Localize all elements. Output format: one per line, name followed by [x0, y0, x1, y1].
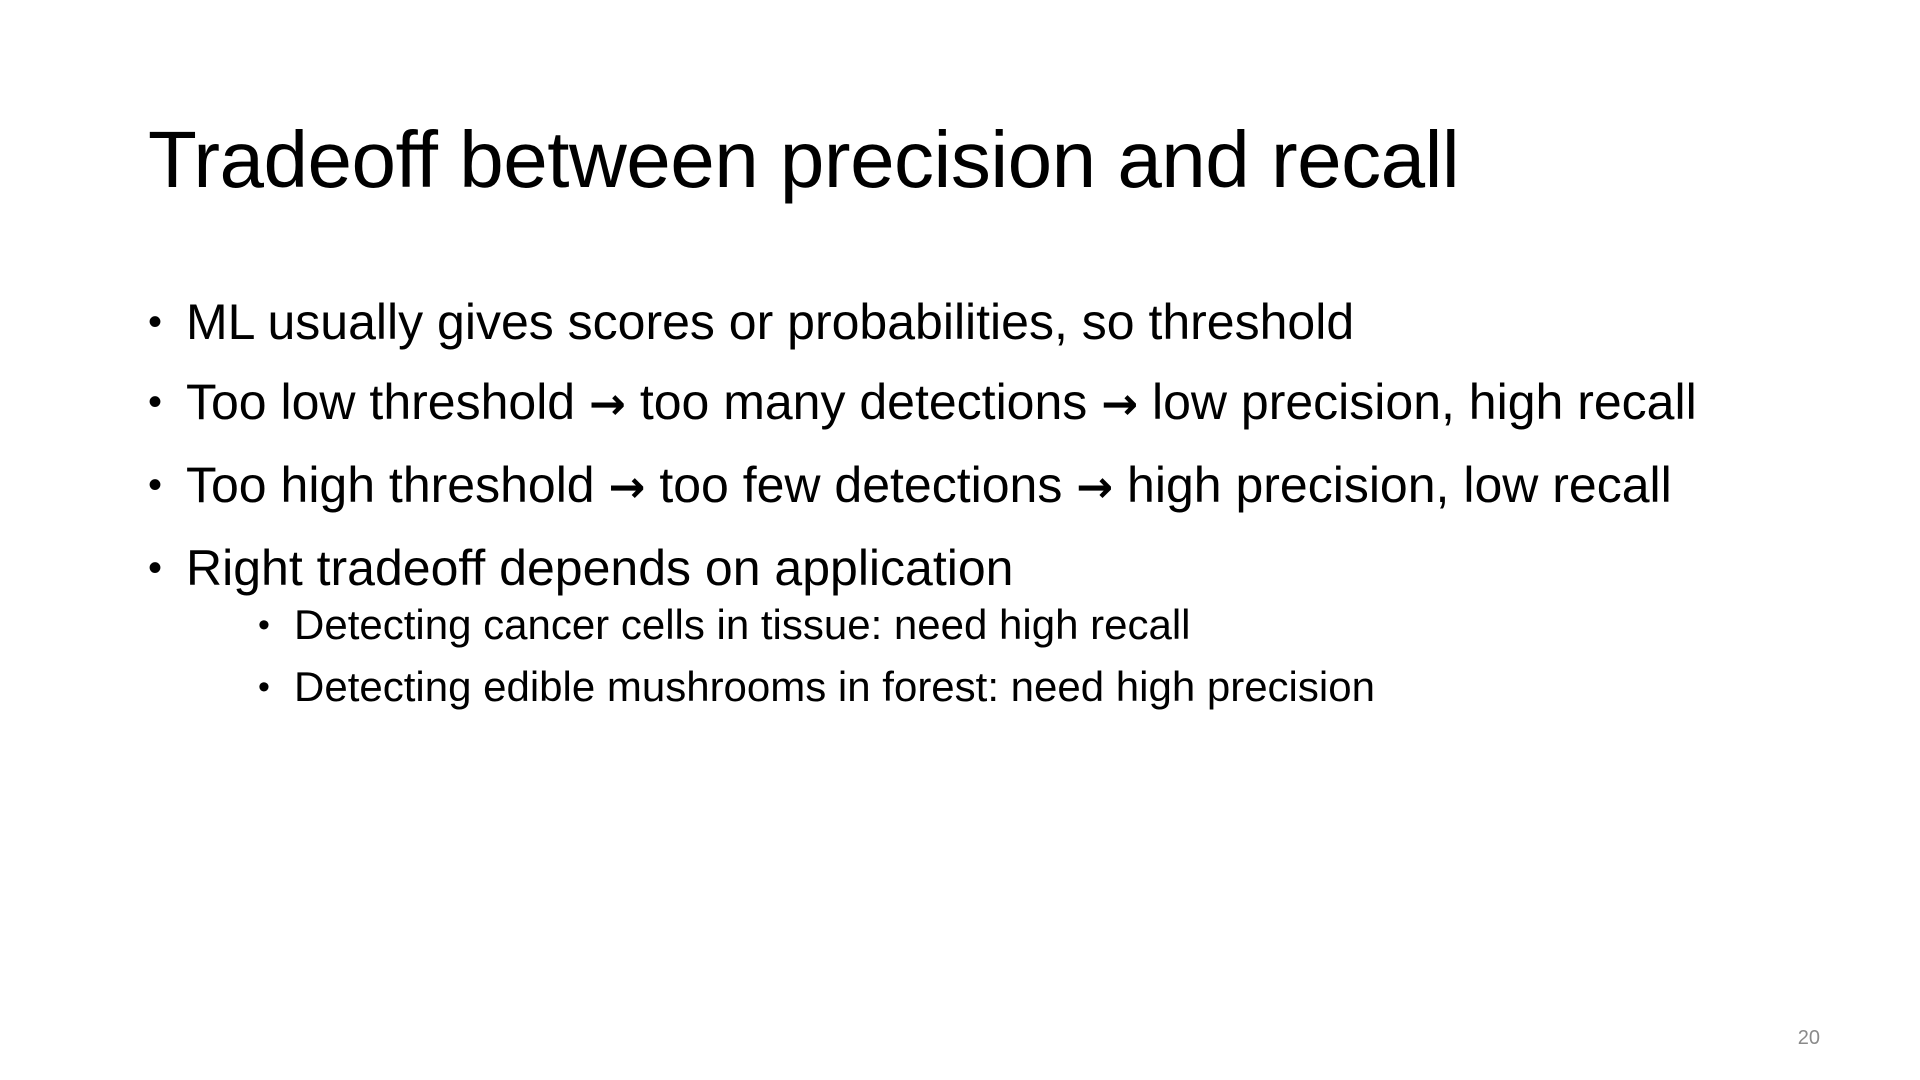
bullet-item: Right tradeoff depends on application De… — [148, 538, 1798, 712]
right-arrow-icon: → — [608, 462, 646, 513]
bullet-text: Right tradeoff depends on application — [186, 540, 1014, 596]
bullet-text-part: too many detections — [639, 374, 1088, 430]
sub-bullet-item: Detecting cancer cells in tissue: need h… — [258, 600, 1798, 650]
bullet-text: ML usually gives scores or probabilities… — [186, 294, 1355, 350]
bullet-text-part: low precision, high recall — [1152, 374, 1697, 430]
bullet-text-part: high precision, low recall — [1127, 457, 1672, 513]
right-arrow-icon: → — [1076, 462, 1114, 513]
bullet-list: ML usually gives scores or probabilities… — [148, 292, 1798, 732]
bullet-text-part: too few detections — [659, 457, 1063, 513]
bullet-item: ML usually gives scores or probabilities… — [148, 292, 1798, 352]
page-number: 20 — [1797, 1027, 1820, 1049]
slide-title: Tradeoff between precision and recall — [148, 115, 1460, 204]
right-arrow-icon: → — [1101, 379, 1139, 430]
sub-bullet-list: Detecting cancer cells in tissue: need h… — [148, 600, 1798, 712]
bullet-item: Too high threshold → too few detections … — [148, 455, 1798, 518]
bullet-item: Too low threshold → too many detections … — [148, 372, 1798, 435]
bullet-text-part: Too low threshold — [186, 374, 576, 430]
bullet-text-part: Too high threshold — [186, 457, 595, 513]
right-arrow-icon: → — [589, 379, 626, 430]
sub-bullet-item: Detecting edible mushrooms in forest: ne… — [258, 662, 1798, 712]
